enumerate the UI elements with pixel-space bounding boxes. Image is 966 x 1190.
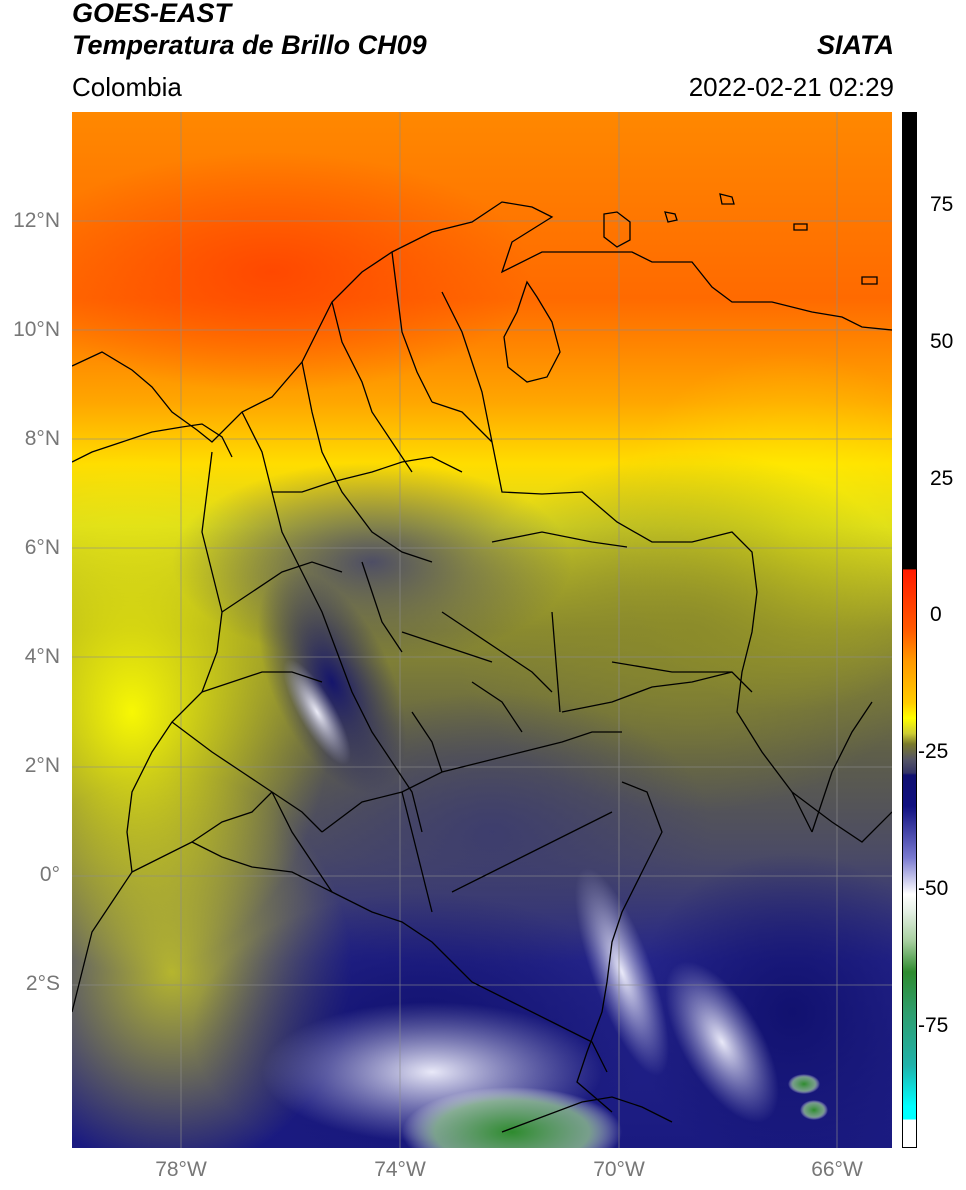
lat-tick-label: 10°N: [13, 318, 60, 341]
lat-tick-label: 12°N: [13, 209, 60, 232]
lon-tick-label: 78°W: [155, 1158, 207, 1181]
lat-tick-label: 2°N: [24, 754, 60, 777]
lon-tick-label: 74°W: [374, 1158, 426, 1181]
colorbar-tick-label: -25: [918, 740, 949, 763]
satellite-title: GOES-EAST: [72, 0, 232, 28]
lon-tick-label: 70°W: [593, 1158, 645, 1181]
gridlines: [72, 112, 892, 1148]
colorbar-tick-label: -75: [918, 1014, 949, 1037]
colorbar-tick-label: 0: [930, 603, 942, 626]
colorbar-tick-label: 75: [930, 193, 954, 216]
lat-tick-label: 2°S: [25, 972, 60, 995]
brightness-temperature-map: [72, 112, 892, 1148]
lat-tick-label: 0°: [39, 863, 60, 886]
agency-label: SIATA: [817, 30, 894, 60]
product-title: Temperatura de Brillo CH09: [72, 30, 427, 60]
colorbar-tick-label: -50: [918, 877, 949, 900]
colorbar-tick-label: 50: [930, 330, 954, 353]
country-borders: [72, 193, 892, 1133]
lat-tick-label: 4°N: [24, 645, 60, 668]
colorbar-tick-label: 25: [930, 467, 954, 490]
lat-tick-label: 8°N: [24, 427, 60, 450]
temperature-colorbar: [902, 112, 917, 1148]
region-label: Colombia: [72, 72, 182, 102]
lon-tick-label: 66°W: [811, 1158, 863, 1181]
lat-tick-label: 6°N: [24, 536, 60, 559]
timestamp-label: 2022-02-21 02:29: [688, 72, 894, 102]
